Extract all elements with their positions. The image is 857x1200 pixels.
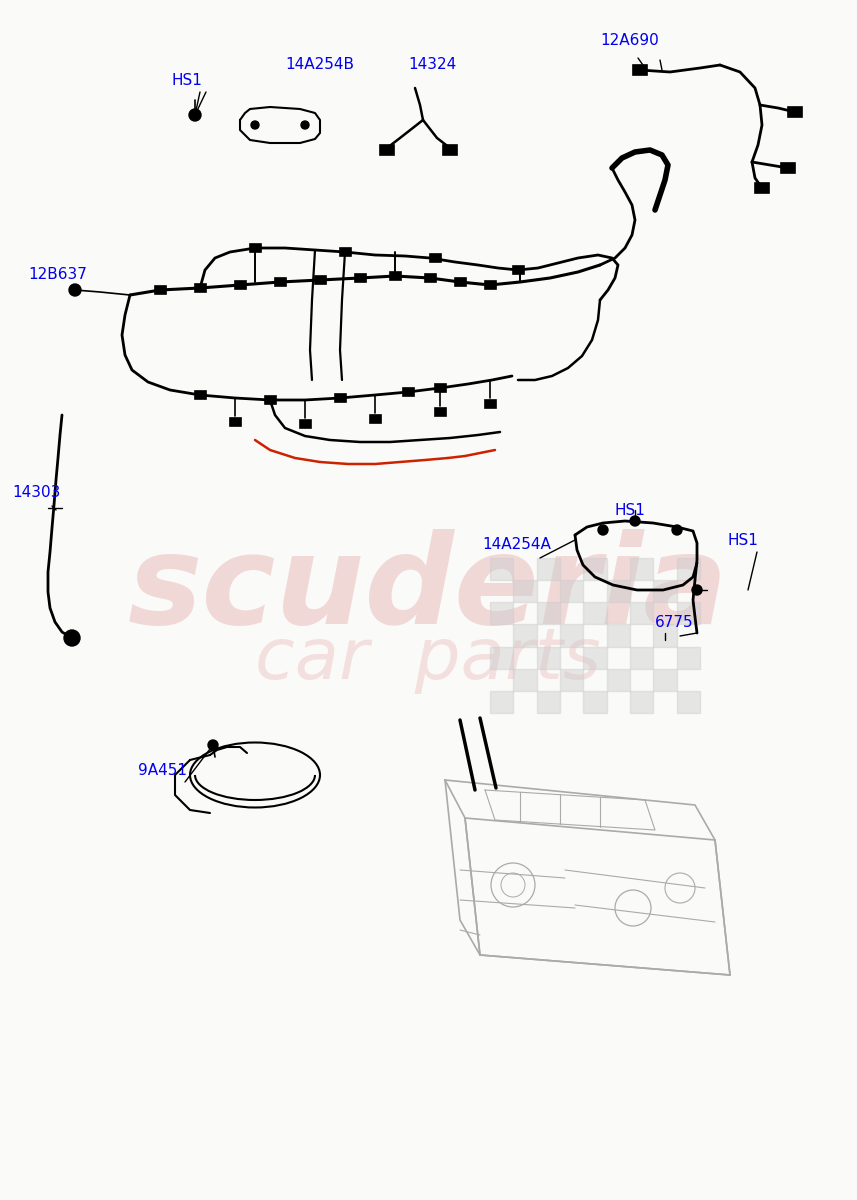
Bar <box>430 254 441 262</box>
Bar <box>584 691 607 713</box>
Bar <box>250 244 261 252</box>
Circle shape <box>69 284 81 296</box>
Bar <box>485 281 496 289</box>
Bar <box>560 624 584 647</box>
Bar <box>536 602 560 624</box>
Text: 14303: 14303 <box>12 485 60 500</box>
Bar <box>677 558 700 580</box>
Circle shape <box>208 740 218 750</box>
Bar <box>653 668 677 691</box>
Bar <box>315 276 326 284</box>
Circle shape <box>692 584 702 595</box>
Text: 14A254B: 14A254B <box>285 56 354 72</box>
Bar <box>513 580 536 602</box>
Text: 12A690: 12A690 <box>600 32 659 48</box>
Bar <box>490 691 513 713</box>
Text: 14A254A: 14A254A <box>482 538 551 552</box>
Bar <box>340 248 351 256</box>
Bar <box>788 107 802 116</box>
Bar <box>490 647 513 668</box>
Bar <box>443 145 457 155</box>
Bar <box>265 396 276 404</box>
Bar <box>677 647 700 668</box>
Text: HS1: HS1 <box>728 533 759 548</box>
Bar <box>403 388 414 396</box>
Bar <box>513 266 524 274</box>
Bar <box>513 668 536 691</box>
Bar <box>630 602 653 624</box>
Bar <box>355 274 366 282</box>
Text: 12B637: 12B637 <box>28 266 87 282</box>
Circle shape <box>189 109 201 121</box>
Bar <box>435 408 446 416</box>
Bar <box>425 274 436 282</box>
Bar <box>435 384 446 392</box>
Bar <box>607 668 630 691</box>
Text: HS1: HS1 <box>172 73 203 88</box>
Bar <box>390 272 401 280</box>
Bar <box>275 278 286 286</box>
Bar <box>677 691 700 713</box>
Bar <box>584 647 607 668</box>
Bar <box>633 65 647 74</box>
Text: 14324: 14324 <box>408 56 456 72</box>
Bar <box>653 624 677 647</box>
Bar <box>195 391 206 398</box>
Bar <box>755 182 769 193</box>
Bar <box>195 284 206 292</box>
Bar <box>560 668 584 691</box>
Bar <box>490 558 513 580</box>
Bar <box>677 602 700 624</box>
Bar <box>513 624 536 647</box>
Bar <box>235 281 246 289</box>
Text: scuderia: scuderia <box>128 529 728 650</box>
Bar <box>560 580 584 602</box>
Text: 9A451: 9A451 <box>138 763 187 778</box>
Bar <box>630 558 653 580</box>
Bar <box>584 558 607 580</box>
Bar <box>584 602 607 624</box>
Bar <box>536 691 560 713</box>
Bar <box>380 145 394 155</box>
Circle shape <box>251 121 259 128</box>
Circle shape <box>672 526 682 535</box>
Bar <box>653 580 677 602</box>
Bar <box>781 163 795 173</box>
Bar <box>630 691 653 713</box>
Bar <box>155 286 166 294</box>
Text: 6775: 6775 <box>655 614 693 630</box>
Bar <box>536 558 560 580</box>
Bar <box>300 420 311 428</box>
Bar <box>485 400 496 408</box>
Bar <box>455 278 466 286</box>
Text: car  parts: car parts <box>255 625 601 695</box>
Bar <box>607 624 630 647</box>
Bar <box>490 602 513 624</box>
Circle shape <box>630 516 640 526</box>
Bar <box>536 647 560 668</box>
Circle shape <box>301 121 309 128</box>
Bar <box>607 580 630 602</box>
Bar <box>630 647 653 668</box>
Text: HS1: HS1 <box>615 503 646 518</box>
Circle shape <box>64 630 80 646</box>
Bar <box>230 418 241 426</box>
Circle shape <box>598 526 608 535</box>
Bar <box>370 415 381 422</box>
Bar <box>335 394 346 402</box>
